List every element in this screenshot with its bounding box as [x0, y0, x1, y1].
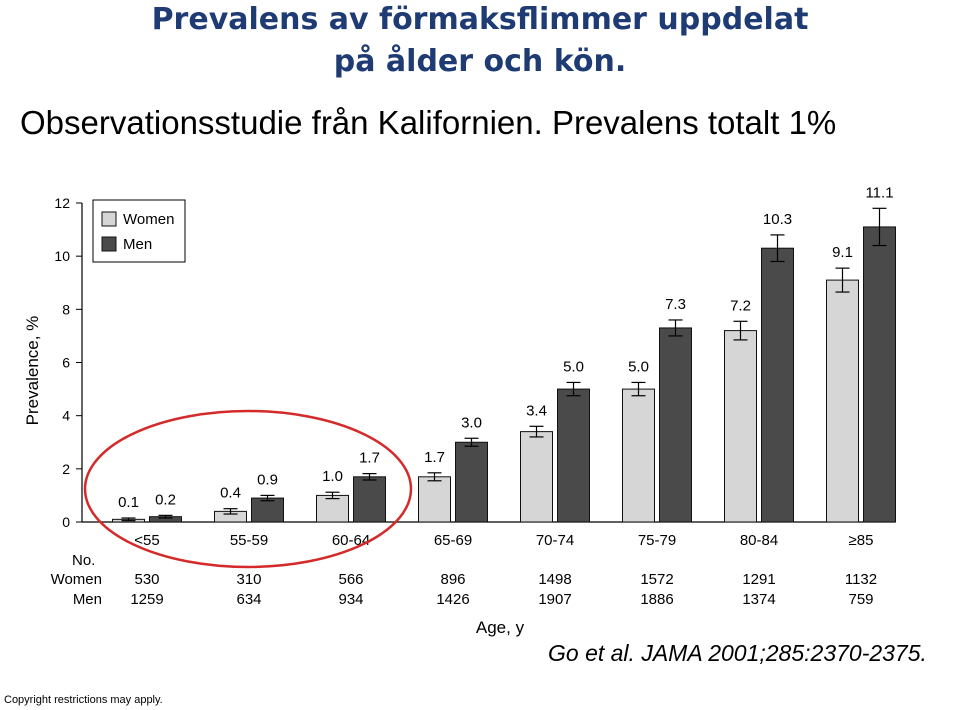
y-tick-label: 12 — [54, 195, 70, 211]
sample-count-table: No. Women 530 310 566 896 1498 1572 1291 1132 Men 1… — [51, 552, 878, 608]
bar-value-label: 0.1 — [118, 494, 139, 511]
count-value: 1374 — [742, 591, 775, 608]
legend-label: Women — [123, 211, 174, 228]
legend-label: Men — [123, 236, 152, 253]
x-axis-label: Age, y — [476, 618, 525, 637]
legend-swatch — [101, 236, 117, 252]
citation: Go et al. JAMA 2001;285:2370-2375. — [548, 640, 927, 666]
bar-value-label: 1.7 — [359, 450, 380, 467]
count-value: 1426 — [436, 591, 469, 608]
bar-value-label: 1.0 — [322, 468, 343, 485]
x-tick-label: 55-59 — [230, 532, 268, 549]
bar-women — [520, 431, 553, 523]
x-tick-label: 80-84 — [740, 532, 778, 549]
slide-title-line-1: Prevalens av förmaksflimmer uppdelat — [151, 2, 809, 37]
y-axis-label: Prevalence, % — [23, 316, 42, 426]
bar-women — [826, 279, 859, 523]
legend-box — [92, 199, 186, 263]
bar-men — [863, 226, 896, 523]
bar-women — [622, 388, 655, 523]
bar-value-label: 0.9 — [257, 471, 278, 488]
highlight-ellipse — [83, 409, 413, 569]
bar-value-label: 10.3 — [763, 211, 792, 228]
x-tick-label: 65-69 — [434, 532, 472, 549]
y-tick-label: 8 — [62, 301, 70, 317]
count-value: 1886 — [640, 591, 673, 608]
bar-men — [761, 247, 794, 523]
count-value: 1572 — [640, 571, 673, 588]
bar-value-label: 0.2 — [155, 491, 176, 508]
bar-men — [455, 441, 488, 523]
y-tick-label: 6 — [62, 355, 70, 371]
x-tick-label: <55 — [134, 532, 159, 549]
count-value: 566 — [338, 571, 363, 588]
slide-title-line-2: på ålder och kön. — [333, 44, 627, 79]
counts-row-label: Women — [51, 571, 102, 588]
x-tick-label: 70-74 — [536, 532, 574, 549]
count-value: 1907 — [538, 591, 571, 608]
bar-value-label: 3.4 — [526, 402, 547, 419]
bar-value-label: 5.0 — [628, 358, 649, 375]
count-value: 530 — [134, 571, 159, 588]
count-value: 1132 — [845, 571, 877, 588]
count-value: 759 — [848, 591, 873, 608]
x-tick-label: 75-79 — [638, 532, 676, 549]
y-tick-label: 0 — [62, 514, 70, 530]
bar-value-label: 5.0 — [563, 358, 584, 375]
bar-value-label: 7.3 — [665, 296, 686, 313]
x-tick-label: 60-64 — [332, 532, 370, 549]
chart-axes: 0 2 4 6 8 10 12 Prevalence, % <55 55-59 60-64 65-69… — [23, 195, 895, 637]
y-tick-label: 4 — [62, 408, 70, 424]
slide-subtitle: Observationsstudie från Kalifornien. Pre… — [20, 104, 837, 141]
x-tick-label: ≥85 — [849, 532, 874, 549]
highlight-ellipse-group — [83, 409, 413, 569]
bar-men — [353, 476, 386, 523]
bar-men — [251, 497, 284, 523]
bar-value-label: 0.4 — [220, 485, 241, 502]
bar-value-label: 9.1 — [832, 244, 853, 261]
bar-men — [659, 327, 692, 523]
bar-value-label: 1.7 — [424, 449, 445, 466]
bar-women — [418, 476, 451, 523]
count-value: 896 — [440, 571, 465, 588]
y-tick-label: 2 — [62, 461, 70, 477]
count-value: 934 — [338, 591, 363, 608]
y-tick-label: 10 — [54, 248, 70, 264]
chart-legend: Women Men — [92, 199, 186, 263]
bar-men — [557, 388, 590, 523]
count-value: 1259 — [130, 591, 163, 608]
bar-value-label: 3.0 — [461, 414, 482, 431]
bar-value-label: 7.2 — [730, 297, 751, 314]
prevalence-bar-chart: 0 2 4 6 8 10 12 Prevalence, % <55 55-59 60-64 65-69… — [23, 184, 896, 637]
bar-value-label: 11.1 — [865, 184, 893, 201]
legend-swatch — [101, 211, 117, 227]
bar-women — [316, 494, 349, 523]
bar-women — [724, 330, 757, 523]
count-value: 1498 — [538, 571, 571, 588]
count-value: 310 — [236, 571, 261, 588]
counts-header: No. — [72, 552, 95, 569]
chart-value-labels: 0.1 0.2 0.4 0.9 1.0 1.7 1.7 3.0 3.4 5.0 5.0 7.3 7.2 1… — [118, 184, 893, 511]
counts-row-label: Men — [73, 591, 102, 608]
chart-bars — [112, 207, 896, 523]
count-value: 1291 — [742, 571, 775, 588]
copyright-notice: Copyright restrictions may apply. — [4, 694, 163, 706]
count-value: 634 — [236, 591, 261, 608]
